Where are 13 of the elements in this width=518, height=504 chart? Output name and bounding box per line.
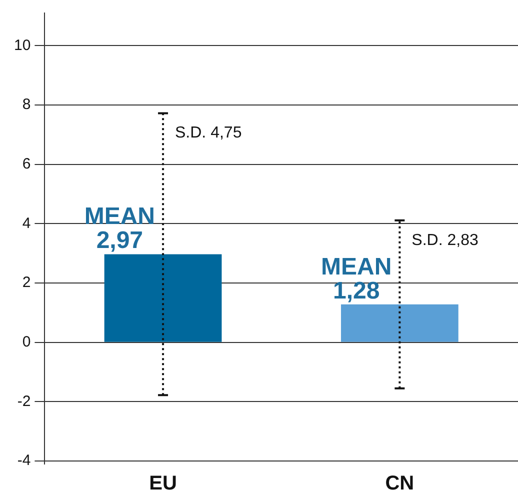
y-tick-label: 6 — [22, 155, 31, 172]
x-tick-label: CN — [385, 472, 414, 495]
x-tick-label: EU — [149, 472, 177, 495]
annotation: S.D. 2,83 — [412, 232, 478, 249]
y-tick-label: 10 — [14, 36, 31, 54]
y-tick-label: 0 — [22, 333, 31, 350]
y-tick-label: 8 — [22, 96, 31, 114]
annotation: S.D. 4,75 — [175, 124, 242, 142]
y-tick-label: 4 — [22, 214, 31, 232]
data-label: MEAN 1,28 — [321, 253, 392, 304]
y-tick-label: 2 — [22, 274, 31, 292]
y-tick-label: -2 — [17, 392, 31, 410]
y-tick-label: -4 — [17, 452, 31, 470]
